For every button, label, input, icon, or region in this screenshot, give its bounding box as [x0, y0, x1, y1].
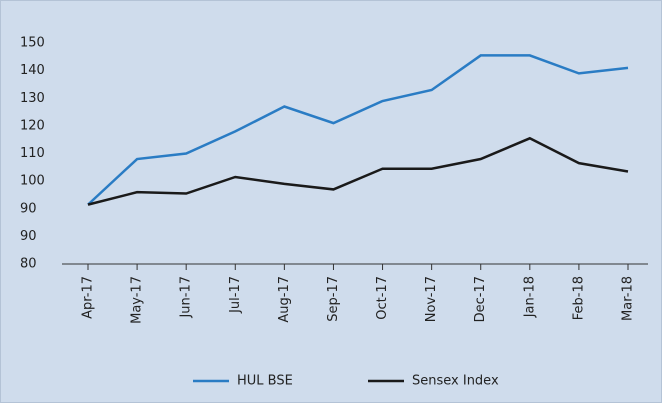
x-tick-label: Sep-17 [326, 276, 341, 322]
x-tick-label: Jan-18 [522, 276, 537, 318]
line-series [87, 54, 629, 206]
x-tick-label: Apr-17 [81, 276, 96, 319]
y-tick-label: 90 [20, 229, 37, 244]
legend-label: Sensex Index [412, 374, 499, 389]
x-tick-label: Jun-17 [179, 276, 194, 319]
y-tick-label: 80 [20, 257, 37, 272]
y-tick-label: 120 [20, 118, 45, 133]
line-series [87, 136, 629, 206]
y-tick-label: 140 [20, 63, 45, 78]
x-tick-label: Mar-18 [621, 276, 636, 321]
x-tick-label: Dec-17 [473, 276, 488, 322]
x-tick-label: Aug-17 [277, 276, 292, 323]
x-tick-label: Feb-18 [571, 276, 586, 320]
x-tick-label: Jul-17 [228, 276, 243, 314]
x-tick-label: Oct-17 [375, 276, 390, 320]
y-tick-label: 90 [20, 201, 37, 216]
y-tick-label: 150 [20, 36, 45, 51]
y-tick-label: 110 [20, 146, 45, 161]
legend-label: HUL BSE [237, 374, 293, 389]
x-tick-label: Nov-17 [424, 276, 439, 322]
y-tick-label: 130 [20, 91, 45, 106]
y-tick-label: 100 [20, 174, 45, 189]
x-tick-label: May-17 [130, 276, 145, 324]
